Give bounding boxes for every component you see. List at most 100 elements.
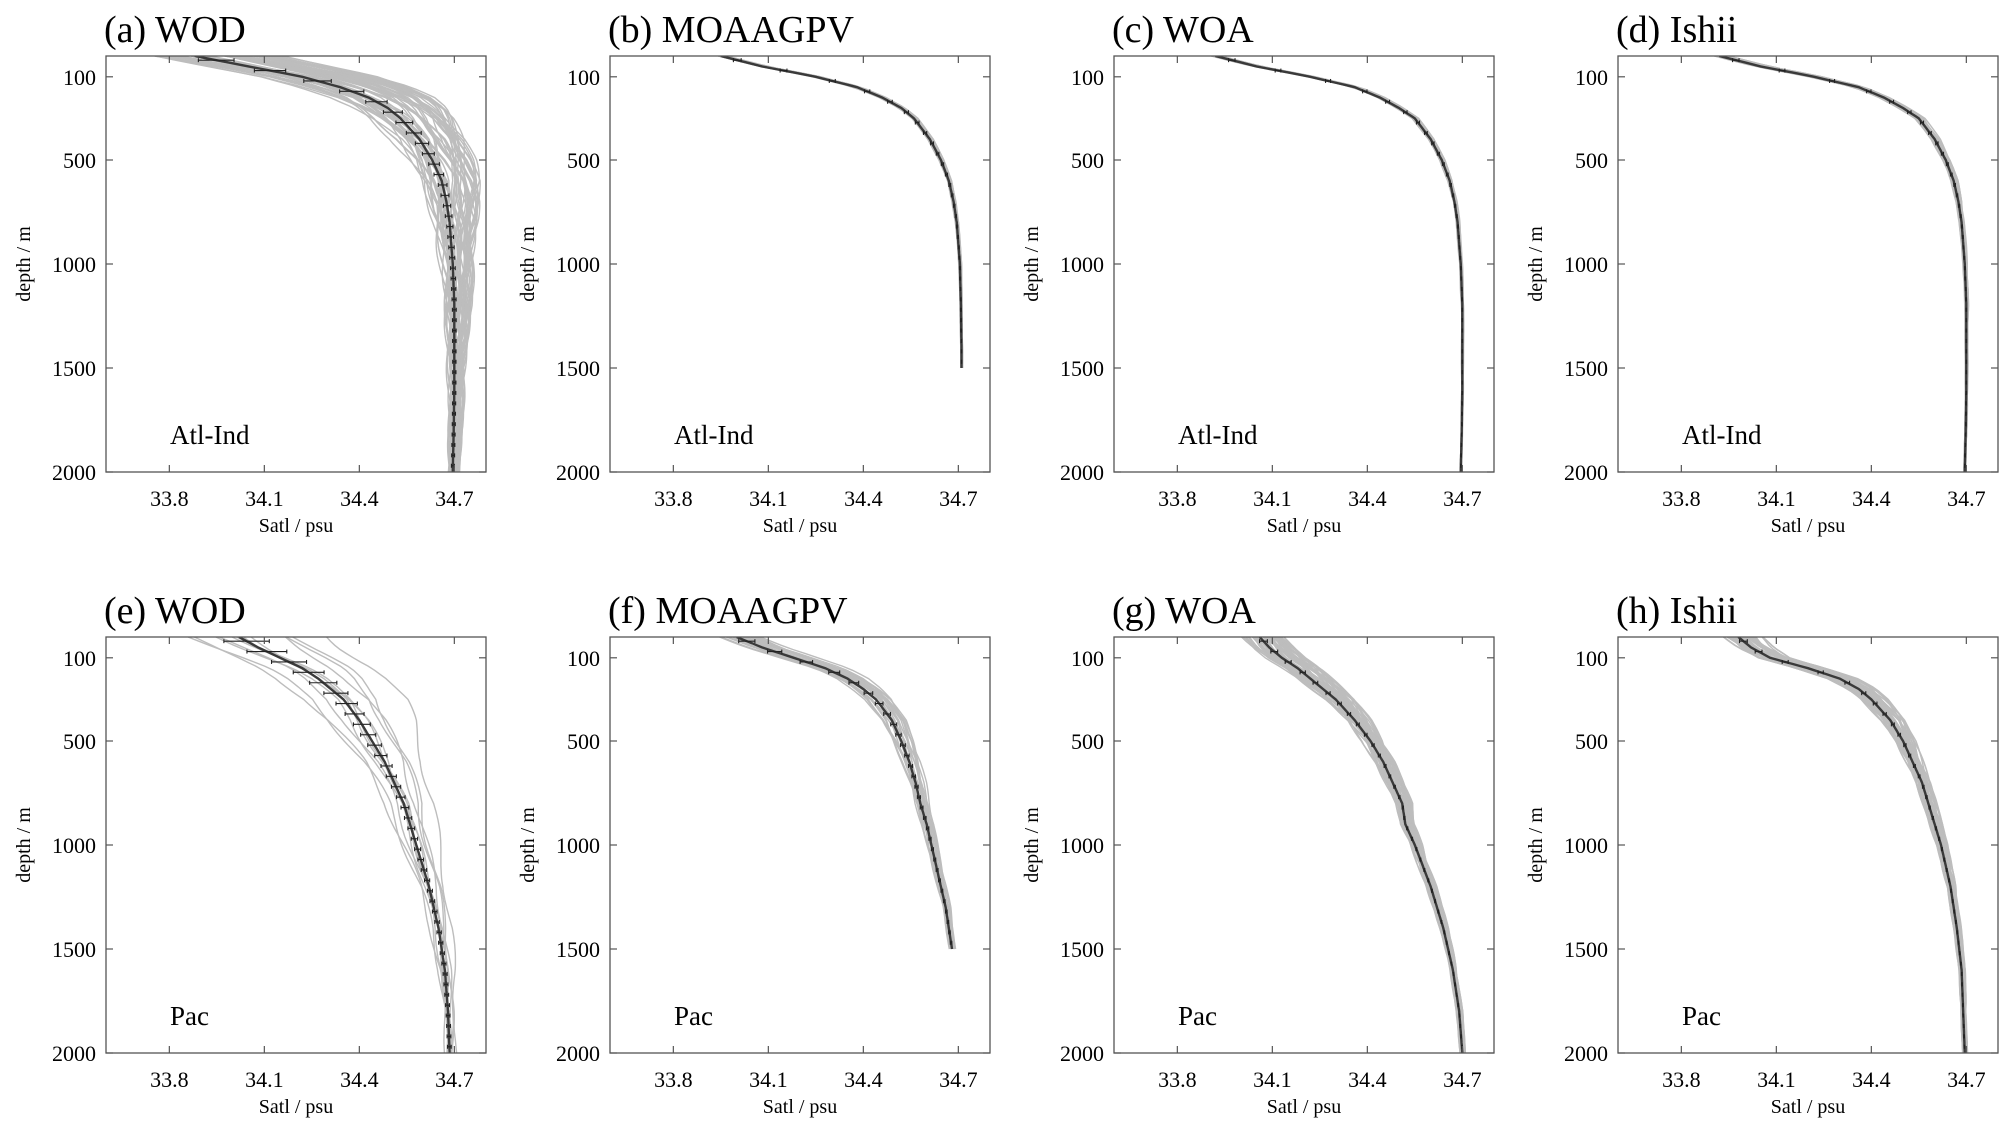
ensemble-line bbox=[1724, 56, 1969, 472]
ensemble-line bbox=[1734, 637, 1968, 1053]
ensemble-line bbox=[1275, 637, 1466, 1053]
ensemble-line bbox=[1723, 637, 1967, 1053]
ensemble-line bbox=[1745, 637, 1965, 1053]
ensemble-line bbox=[1217, 56, 1465, 472]
y-tick-label: 500 bbox=[63, 148, 96, 173]
panel-title-h: (h) Ishii bbox=[1616, 590, 1737, 632]
region-label-d: Atl-Ind bbox=[1682, 420, 1762, 450]
mean-profile-g bbox=[1258, 637, 1464, 1053]
y-axis-label: depth / m bbox=[13, 226, 35, 302]
ensemble-line bbox=[1262, 637, 1463, 1053]
x-tick-label: 34.4 bbox=[844, 486, 883, 511]
ensemble-line bbox=[1262, 637, 1463, 1053]
ensemble-line bbox=[193, 56, 460, 472]
ensemble-line bbox=[326, 637, 458, 1053]
region-label-h: Pac bbox=[1682, 1001, 1721, 1031]
ensemble-line bbox=[1732, 637, 1967, 1053]
ensemble-profiles-b bbox=[717, 56, 964, 369]
ensemble-line bbox=[1729, 637, 1967, 1053]
ensemble-line bbox=[719, 56, 963, 369]
y-tick-label: 1500 bbox=[52, 356, 96, 381]
panel-h: 100 500 1000 1500 2000 33.8 34.1 34.4 34.7 (h) Is… bbox=[1525, 590, 1999, 1118]
x-tick-label: 34.1 bbox=[1253, 1067, 1292, 1092]
ensemble-line bbox=[1731, 637, 1966, 1053]
ensemble-line bbox=[195, 56, 459, 472]
ensemble-line bbox=[285, 637, 453, 1053]
ensemble-line bbox=[1279, 637, 1462, 1053]
ensemble-line bbox=[1721, 56, 1968, 472]
y-tick-label: 2000 bbox=[52, 460, 96, 485]
ensemble-line bbox=[270, 56, 477, 472]
ensemble-line bbox=[719, 56, 963, 369]
plot-area-d bbox=[1713, 56, 1970, 472]
x-tick-label: 34.7 bbox=[435, 486, 474, 511]
error-bars-h bbox=[1738, 639, 1966, 1049]
y-axis-label: depth / m bbox=[517, 807, 539, 883]
x-tick-label: 34.1 bbox=[749, 1067, 788, 1092]
ensemble-line bbox=[1740, 637, 1966, 1053]
x-tick-label: 34.4 bbox=[340, 486, 379, 511]
ensemble-line bbox=[194, 56, 458, 472]
ensemble-line bbox=[1730, 637, 1966, 1053]
x-tick-label: 33.8 bbox=[654, 486, 693, 511]
ensemble-line bbox=[273, 56, 478, 472]
ensemble-line bbox=[1255, 637, 1463, 1053]
ensemble-line bbox=[1734, 637, 1968, 1053]
ensemble-line bbox=[1280, 637, 1463, 1053]
ensemble-line bbox=[1262, 637, 1461, 1053]
ensemble-line bbox=[1263, 637, 1466, 1053]
plot-area-g bbox=[1241, 637, 1467, 1053]
ensemble-line bbox=[1744, 637, 1966, 1053]
x-tick-label: 34.7 bbox=[1947, 1067, 1986, 1092]
error-bars-a bbox=[197, 58, 457, 468]
region-label-f: Pac bbox=[674, 1001, 713, 1031]
error-bars-e bbox=[223, 639, 452, 1049]
panel-g: 100 500 1000 1500 2000 33.8 34.1 34.4 34.7 (g) WO… bbox=[1021, 590, 1495, 1118]
ensemble-line bbox=[1247, 637, 1464, 1053]
ensemble-line bbox=[754, 637, 955, 950]
y-tick-label: 2000 bbox=[556, 1041, 600, 1066]
ensemble-line bbox=[197, 56, 458, 472]
ensemble-line bbox=[1721, 56, 1968, 472]
ensemble-line bbox=[1274, 637, 1466, 1053]
y-tick-label: 500 bbox=[1071, 729, 1104, 754]
ensemble-line bbox=[1220, 56, 1464, 472]
ensemble-line bbox=[232, 56, 467, 472]
y-tick-label: 100 bbox=[1071, 646, 1104, 671]
ensemble-line bbox=[1750, 637, 1968, 1053]
region-label-g: Pac bbox=[1178, 1001, 1217, 1031]
ensemble-line bbox=[722, 56, 963, 369]
x-axis-label: Satl / psu bbox=[1771, 1096, 1845, 1118]
ensemble-line bbox=[1741, 637, 1968, 1053]
y-tick-label: 2000 bbox=[52, 1041, 96, 1066]
y-axis-label: depth / m bbox=[13, 807, 35, 883]
ensemble-line bbox=[1245, 637, 1465, 1053]
y-axis-label: depth / m bbox=[517, 226, 539, 302]
y-tick-label: 1000 bbox=[1564, 252, 1608, 277]
x-axis-label: Satl / psu bbox=[763, 515, 837, 537]
y-tick-label: 2000 bbox=[556, 460, 600, 485]
x-tick-label: 34.7 bbox=[1443, 486, 1482, 511]
ensemble-line bbox=[1253, 637, 1464, 1053]
y-tick-label: 1500 bbox=[556, 937, 600, 962]
ensemble-line bbox=[191, 56, 459, 472]
y-tick-label: 1500 bbox=[1060, 356, 1104, 381]
ensemble-line bbox=[231, 56, 469, 472]
ensemble-line bbox=[1219, 56, 1465, 472]
axes-frame-b bbox=[609, 55, 991, 473]
y-tick-label: 1500 bbox=[1564, 356, 1608, 381]
y-tick-label: 2000 bbox=[1060, 460, 1104, 485]
axes-frame-c bbox=[1113, 55, 1495, 473]
ensemble-line bbox=[1751, 637, 1966, 1053]
ensemble-line bbox=[1253, 637, 1465, 1053]
x-tick-label: 33.8 bbox=[150, 486, 189, 511]
y-axis-label: depth / m bbox=[1525, 226, 1547, 302]
region-label-a: Atl-Ind bbox=[170, 420, 250, 450]
plot-area-a bbox=[154, 56, 481, 472]
panel-e: 100 500 1000 1500 2000 33.8 34.1 34.4 34.7 (e) WO… bbox=[13, 590, 487, 1118]
y-tick-label: 100 bbox=[567, 646, 600, 671]
y-tick-label: 1000 bbox=[52, 252, 96, 277]
ensemble-profiles-h bbox=[1722, 637, 1969, 1053]
error-bars-c bbox=[1228, 58, 1464, 468]
